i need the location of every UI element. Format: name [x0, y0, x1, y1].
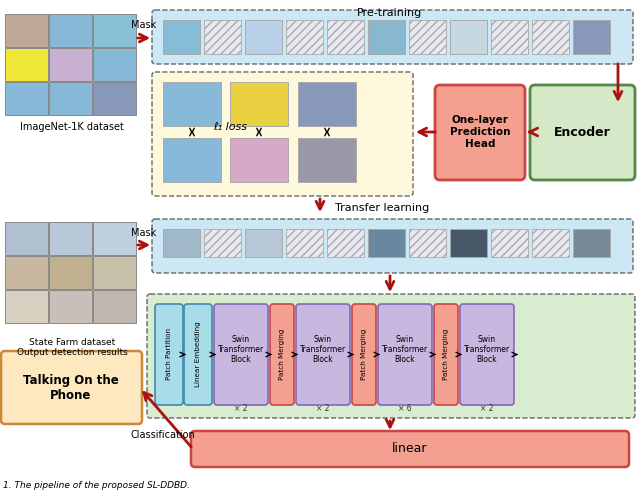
Bar [5, 14, 48, 47]
Bar [491, 20, 528, 54]
FancyBboxPatch shape [152, 10, 633, 64]
Bar [230, 82, 288, 126]
Text: Patch Partition: Patch Partition [166, 328, 172, 381]
Text: Pre-training: Pre-training [357, 8, 422, 18]
Bar [49, 290, 92, 323]
Bar [286, 20, 323, 54]
Text: Linear Embedding: Linear Embedding [195, 321, 201, 387]
Bar [230, 138, 288, 182]
Text: Talking On the
Phone: Talking On the Phone [23, 374, 119, 402]
Text: Mask: Mask [131, 20, 157, 30]
Bar [163, 82, 221, 126]
Bar [245, 20, 282, 54]
Text: ImageNet-1K dataset: ImageNet-1K dataset [20, 122, 124, 132]
FancyBboxPatch shape [191, 431, 629, 467]
FancyBboxPatch shape [152, 72, 413, 196]
Bar [5, 82, 48, 115]
Bar [163, 138, 221, 182]
FancyBboxPatch shape [184, 304, 212, 405]
FancyBboxPatch shape [460, 304, 514, 405]
FancyBboxPatch shape [214, 304, 268, 405]
FancyBboxPatch shape [530, 85, 635, 180]
Bar [93, 290, 136, 323]
Text: Patch Merging: Patch Merging [279, 329, 285, 380]
Bar [49, 256, 92, 289]
Bar [93, 222, 136, 255]
FancyBboxPatch shape [152, 219, 633, 273]
Bar [5, 256, 48, 289]
Bar [573, 20, 610, 54]
Text: × 2: × 2 [480, 404, 493, 413]
Bar [532, 20, 569, 54]
Bar [93, 14, 136, 47]
FancyBboxPatch shape [435, 85, 525, 180]
FancyBboxPatch shape [352, 304, 376, 405]
Text: Patch Merging: Patch Merging [361, 329, 367, 380]
Bar [298, 82, 356, 126]
Bar [409, 229, 446, 257]
Text: Transfer learning: Transfer learning [335, 203, 429, 213]
Bar [409, 20, 446, 54]
Bar [49, 82, 92, 115]
Bar [298, 138, 356, 182]
FancyBboxPatch shape [270, 304, 294, 405]
Text: Encoder: Encoder [554, 126, 611, 139]
Bar [5, 222, 48, 255]
FancyBboxPatch shape [147, 294, 635, 418]
Bar [450, 20, 487, 54]
Text: One-layer
Prediction
Head: One-layer Prediction Head [450, 115, 510, 148]
Text: State Farm dataset
Output detection results: State Farm dataset Output detection resu… [17, 338, 127, 357]
Bar [49, 222, 92, 255]
Text: linear: linear [392, 443, 428, 456]
Bar [368, 20, 405, 54]
Bar [204, 20, 241, 54]
FancyBboxPatch shape [296, 304, 350, 405]
Bar [245, 229, 282, 257]
Text: Mask: Mask [131, 228, 157, 238]
Bar [573, 229, 610, 257]
Bar [532, 229, 569, 257]
Bar [368, 229, 405, 257]
Text: × 6: × 6 [398, 404, 412, 413]
Text: Patch Merging: Patch Merging [443, 329, 449, 380]
Bar [327, 20, 364, 54]
Text: Classification: Classification [131, 430, 195, 440]
Bar [204, 229, 241, 257]
Text: Swin
Transformer
Block: Swin Transformer Block [464, 335, 510, 364]
Bar [93, 48, 136, 81]
Bar [163, 20, 200, 54]
Text: ℓ₁ loss: ℓ₁ loss [213, 122, 247, 132]
Bar [5, 290, 48, 323]
Bar [93, 82, 136, 115]
FancyBboxPatch shape [434, 304, 458, 405]
FancyBboxPatch shape [378, 304, 432, 405]
Bar [286, 229, 323, 257]
Bar [93, 256, 136, 289]
Bar [327, 229, 364, 257]
Text: Swin
Transformer
Block: Swin Transformer Block [218, 335, 264, 364]
Text: Swin
Transformer
Block: Swin Transformer Block [382, 335, 428, 364]
Text: × 2: × 2 [234, 404, 248, 413]
Bar [49, 48, 92, 81]
FancyBboxPatch shape [155, 304, 183, 405]
Bar [5, 48, 48, 81]
Bar [491, 229, 528, 257]
Text: × 2: × 2 [316, 404, 330, 413]
Bar [163, 229, 200, 257]
FancyBboxPatch shape [1, 351, 142, 424]
Text: 1. The pipeline of the proposed SL-DDBD.: 1. The pipeline of the proposed SL-DDBD. [3, 481, 190, 490]
Bar [450, 229, 487, 257]
Text: Swin
Transformer
Block: Swin Transformer Block [300, 335, 346, 364]
Bar [49, 14, 92, 47]
